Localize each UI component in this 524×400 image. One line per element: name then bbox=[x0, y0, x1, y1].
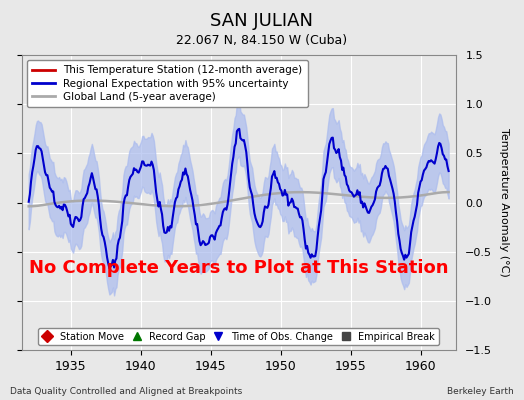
Text: Data Quality Controlled and Aligned at Breakpoints: Data Quality Controlled and Aligned at B… bbox=[10, 387, 243, 396]
Text: No Complete Years to Plot at This Station: No Complete Years to Plot at This Statio… bbox=[29, 258, 449, 277]
Text: Berkeley Earth: Berkeley Earth bbox=[447, 387, 514, 396]
Text: SAN JULIAN: SAN JULIAN bbox=[211, 12, 313, 30]
Text: 22.067 N, 84.150 W (Cuba): 22.067 N, 84.150 W (Cuba) bbox=[177, 34, 347, 47]
Y-axis label: Temperature Anomaly (°C): Temperature Anomaly (°C) bbox=[499, 128, 509, 277]
Legend: Station Move, Record Gap, Time of Obs. Change, Empirical Break: Station Move, Record Gap, Time of Obs. C… bbox=[38, 328, 439, 346]
